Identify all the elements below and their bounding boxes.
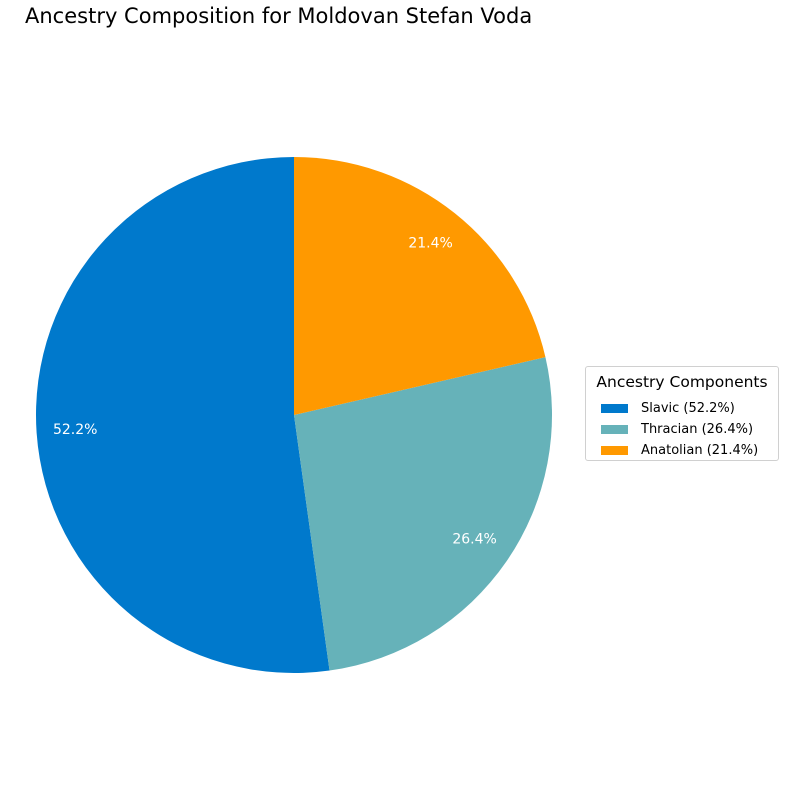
slice-percent-label: 52.2% [53,422,97,438]
legend-swatch [601,445,628,455]
legend-label: Slavic (52.2%) [641,400,735,416]
slice-percent-label: 21.4% [408,235,452,251]
legend-swatch [601,403,628,413]
chart-title: Ancestry Composition for Moldovan Stefan… [25,4,533,28]
legend: Ancestry Components Slavic (52.2%) Thrac… [585,366,779,461]
slice-percent-label: 26.4% [452,531,496,547]
legend-swatch [601,424,628,434]
pie-slice-anatolian [294,157,546,415]
legend-item-thracian: Thracian (26.4%) [601,420,753,438]
legend-title: Ancestry Components [596,373,768,391]
legend-item-anatolian: Anatolian (21.4%) [601,441,758,459]
pie-slice-slavic [35,157,330,674]
pie-slice-thracian [294,357,552,671]
legend-label: Anatolian (21.4%) [641,442,759,458]
legend-label: Thracian (26.4%) [641,421,754,437]
legend-item-slavic: Slavic (52.2%) [601,399,735,417]
